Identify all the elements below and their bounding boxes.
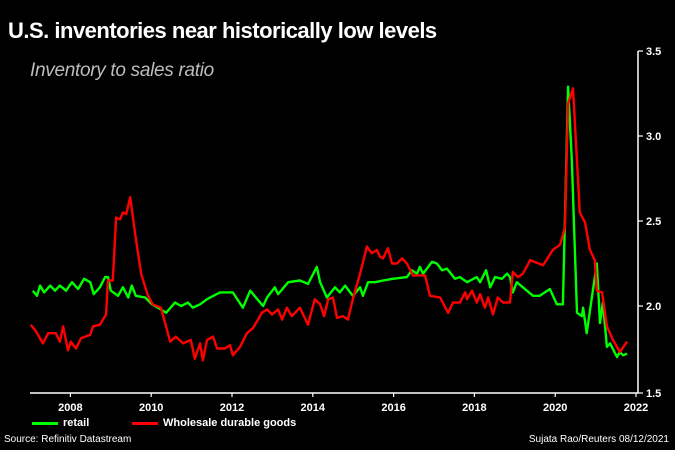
y-tick-label: 2.5	[646, 216, 661, 228]
legend-label-wholesale: Wholesale durable goods	[163, 417, 297, 429]
series-line-retail	[31, 85, 628, 359]
axes: 2008 2010 2012 2014 2016 2018 2020 2022 1.5 2.0 2.…	[30, 46, 661, 414]
x-tick-label: 2020	[543, 402, 567, 414]
x-tick-label: 2010	[139, 402, 163, 414]
y-tick-label: 3.5	[646, 46, 661, 58]
legend-swatch-retail	[32, 421, 58, 425]
x-tick-label: 2016	[381, 402, 405, 414]
x-tick-label: 2012	[220, 402, 244, 414]
y-tick-label: 2.0	[646, 301, 661, 313]
legend-item-retail: retail	[32, 417, 89, 429]
x-tick-label: 2018	[462, 402, 486, 414]
x-tick-label: 2022	[624, 402, 648, 414]
y-tick-label: 3.0	[646, 131, 661, 143]
credit-note: Sujata Rao/Reuters 08/12/2021	[528, 434, 669, 445]
x-tick-label: 2014	[301, 402, 326, 414]
series-line-wholesale-durable-goods	[29, 87, 629, 362]
chart-title: U.S. inventories near historically low l…	[8, 18, 437, 43]
x-tick-label: 2008	[58, 402, 82, 414]
source-note: Source: Refinitiv Datastream	[4, 434, 132, 445]
chart-subtitle: Inventory to sales ratio	[30, 60, 214, 81]
series-lines	[29, 85, 629, 362]
legend-label-retail: retail	[63, 417, 90, 429]
legend-swatch-wholesale	[132, 421, 158, 425]
legend-item-wholesale: Wholesale durable goods	[132, 417, 296, 429]
y-tick-label: 1.5	[646, 388, 661, 400]
